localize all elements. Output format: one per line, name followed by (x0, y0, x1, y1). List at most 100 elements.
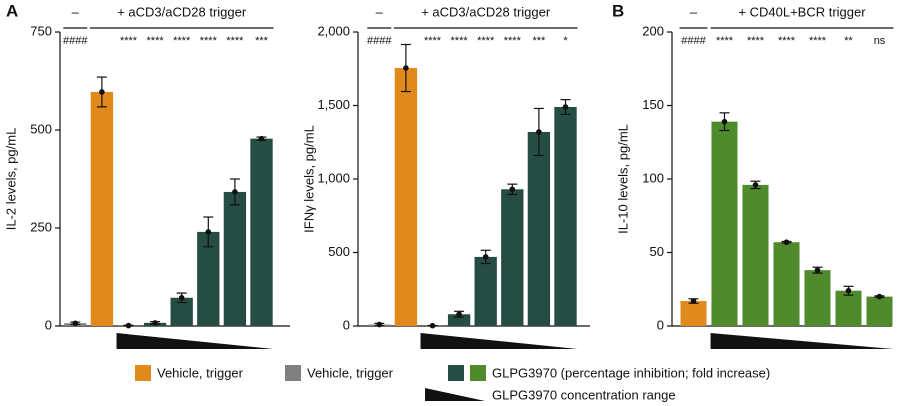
bar (711, 121, 738, 326)
bar (90, 91, 114, 326)
bar (835, 290, 862, 326)
data-dot (376, 321, 383, 328)
data-dot (125, 322, 132, 329)
data-dot (456, 311, 462, 318)
bar (197, 231, 220, 326)
y-tick-label: 0 (343, 317, 350, 332)
data-dot (690, 298, 697, 304)
data-dot (752, 182, 759, 188)
data-dot (258, 135, 265, 142)
significance: **** (747, 35, 765, 47)
bar (394, 68, 418, 326)
significance: * (563, 35, 568, 47)
bar (554, 106, 577, 326)
significance: ns (874, 35, 886, 47)
no-trigger-label: – (690, 4, 698, 19)
data-dot (429, 322, 436, 329)
bar (170, 297, 193, 326)
legend-label: GLPG3970 concentration range (492, 387, 676, 402)
y-tick-label: 250 (30, 219, 52, 234)
data-dot (783, 239, 790, 246)
no-trigger-label: – (72, 4, 80, 19)
significance: #### (681, 35, 706, 47)
legend-swatch (470, 365, 486, 381)
legend-ramp (425, 388, 485, 401)
bar (501, 189, 524, 326)
y-tick-label: 100 (642, 170, 664, 185)
trigger-label: + aCD3/aCD28 trigger (421, 4, 551, 19)
significance: *** (255, 35, 269, 47)
bar (527, 131, 551, 326)
no-trigger-label: – (376, 4, 384, 19)
y-tick-label: 750 (30, 23, 52, 38)
legend-swatch (285, 365, 301, 381)
significance: **** (716, 35, 734, 47)
data-dot (482, 254, 489, 260)
bar (804, 270, 831, 326)
y-tick-label: 500 (30, 121, 52, 136)
y-tick-label: 50 (650, 244, 664, 259)
data-dot (205, 229, 212, 235)
y-axis-label: IL-10 levels, pg/mL (615, 124, 630, 234)
y-tick-label: 150 (642, 97, 664, 112)
data-dot (845, 287, 852, 294)
concentration-ramp (710, 333, 894, 349)
bar (250, 138, 273, 326)
significance: ** (844, 35, 853, 47)
y-tick-label: 2,000 (317, 23, 350, 38)
data-dot (509, 186, 516, 193)
data-dot (72, 320, 79, 327)
y-tick-label: 0 (657, 317, 664, 332)
data-dot (721, 118, 728, 125)
concentration-ramp (116, 333, 274, 349)
significance: **** (477, 35, 495, 47)
y-tick-label: 200 (642, 23, 664, 38)
y-tick-label: 1,500 (317, 97, 350, 112)
significance: #### (63, 35, 88, 47)
y-tick-label: 0 (45, 317, 52, 332)
trigger-label: + aCD3/aCD28 trigger (117, 4, 247, 19)
legend-swatch (448, 365, 464, 381)
significance: **** (424, 35, 442, 47)
data-dot (178, 294, 185, 301)
significance: **** (147, 35, 165, 47)
y-tick-label: 500 (328, 244, 350, 259)
significance: **** (778, 35, 796, 47)
concentration-ramp (420, 333, 578, 349)
bar (680, 301, 707, 326)
data-dot (99, 89, 105, 95)
significance: **** (173, 35, 191, 47)
bar (742, 184, 769, 326)
y-axis-label: IFNγ levels, pg/mL (301, 125, 316, 233)
significance: **** (200, 35, 218, 47)
data-dot (152, 320, 158, 326)
significance: **** (504, 35, 522, 47)
data-dot (814, 267, 821, 273)
significance: *** (532, 35, 546, 47)
bar (474, 256, 497, 326)
bar (447, 314, 471, 326)
legend-label: GLPG3970 (percentage inhibition; fold in… (492, 365, 770, 380)
legend-label: Vehicle, trigger (307, 365, 394, 380)
trigger-label: + CD40L+BCR trigger (738, 4, 866, 19)
data-dot (232, 189, 238, 195)
significance: #### (367, 35, 392, 47)
bar (223, 191, 247, 326)
legend-label: Vehicle, trigger (157, 365, 244, 380)
legend-swatch (135, 365, 151, 381)
significance: **** (451, 35, 469, 47)
significance: **** (226, 35, 244, 47)
bar (773, 242, 800, 326)
data-dot (536, 129, 542, 135)
significance: **** (809, 35, 827, 47)
significance: **** (120, 35, 138, 47)
y-tick-label: 1,000 (317, 170, 350, 185)
data-dot (403, 65, 409, 71)
bar (866, 296, 893, 326)
data-dot (876, 293, 883, 300)
data-dot (562, 104, 569, 110)
panel-label: A (6, 1, 18, 20)
panel-label: B (612, 1, 624, 20)
y-axis-label: IL-2 levels, pg/mL (3, 128, 18, 231)
